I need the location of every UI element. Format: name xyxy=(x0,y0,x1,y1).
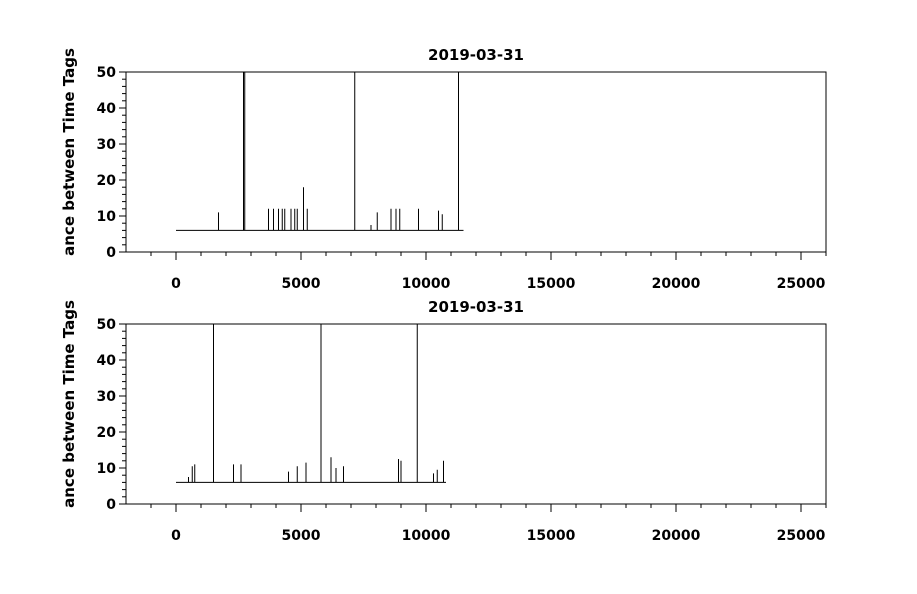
x-tick-label: 25000 xyxy=(777,276,826,292)
tick-labels: 0 5000 10000 15000 20000 25000 0 10 20 30 40 50 xyxy=(97,317,826,544)
x-tick-label: 15000 xyxy=(527,528,576,544)
data-series-line xyxy=(176,72,464,231)
y-tick-label: 50 xyxy=(97,317,117,333)
y-tick-label: 10 xyxy=(97,461,117,477)
y-axis-label: ance between Time Tags xyxy=(60,48,78,256)
y-tick-label: 40 xyxy=(97,101,117,117)
data-series-line xyxy=(176,324,446,483)
x-tick-label: 20000 xyxy=(652,528,701,544)
y-tick-label: 30 xyxy=(97,137,117,153)
y-axis-label: ance between Time Tags xyxy=(60,300,78,508)
y-tick-label: 0 xyxy=(106,497,116,513)
plot-frame xyxy=(125,323,827,505)
y-tick-label: 40 xyxy=(97,353,117,369)
x-tick-label: 0 xyxy=(171,528,181,544)
y-tick-label: 20 xyxy=(97,425,117,441)
chart-title: 2019-03-31 xyxy=(428,46,524,64)
chart-panel-bottom: 2019-03-31 ance between Time Tags 0 5000 1… xyxy=(60,298,827,544)
x-tick-label: 25000 xyxy=(777,528,826,544)
x-tick-label: 15000 xyxy=(527,276,576,292)
chart-title: 2019-03-31 xyxy=(428,298,524,316)
y-tick-label: 30 xyxy=(97,389,117,405)
y-tick-label: 20 xyxy=(97,173,117,189)
x-tick-label: 5000 xyxy=(282,528,321,544)
axis-ticks xyxy=(119,323,827,512)
y-tick-label: 50 xyxy=(97,65,117,81)
plot-frame xyxy=(125,71,827,253)
y-tick-label: 10 xyxy=(97,209,117,225)
x-tick-label: 5000 xyxy=(282,276,321,292)
chart-panel-top: 2019-03-31 ance between Time Tags 0 5000 1… xyxy=(60,46,827,292)
x-tick-label: 10000 xyxy=(402,276,451,292)
x-tick-label: 0 xyxy=(171,276,181,292)
tick-labels: 0 5000 10000 15000 20000 25000 0 10 20 30 40 50 xyxy=(97,65,826,292)
y-tick-label: 0 xyxy=(106,245,116,261)
axis-ticks xyxy=(119,71,827,260)
x-tick-label: 20000 xyxy=(652,276,701,292)
x-tick-label: 10000 xyxy=(402,528,451,544)
